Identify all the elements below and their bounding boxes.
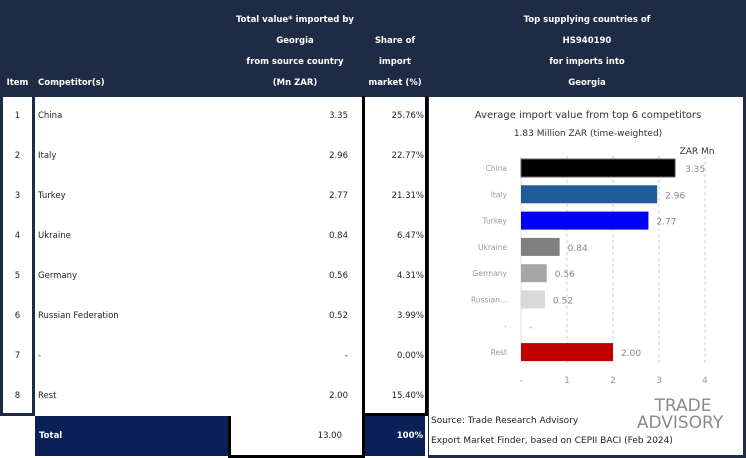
- chart-panel: Average import value from top 6 competit…: [428, 96, 746, 458]
- row-competitor: Russian Federation: [38, 311, 119, 321]
- row-item: 6: [14, 311, 21, 321]
- row-value: 3.35: [329, 111, 348, 121]
- row-competitor: Ukraine: [38, 231, 71, 241]
- row-competitor: Turkey: [38, 191, 66, 201]
- logo-line1: TRADE: [654, 396, 712, 416]
- share-column: [362, 96, 428, 416]
- row-item: 2: [14, 151, 21, 161]
- row-item: 4: [14, 231, 21, 241]
- chart-unit-label: ZAR Mn: [680, 147, 715, 157]
- row-value: 2.00: [329, 391, 348, 401]
- category-label: -: [504, 322, 507, 331]
- bar-chart: Average import value from top 6 competit…: [431, 110, 724, 446]
- x-tick-label: 3: [656, 376, 662, 386]
- x-tick-label: 1: [564, 376, 570, 386]
- value-label: -: [529, 323, 532, 333]
- chart-title: Average import value from top 6 competit…: [475, 110, 701, 121]
- logo-line2: ADVISORY: [637, 413, 724, 433]
- value-label: 2.96: [665, 191, 685, 201]
- bar: [521, 211, 649, 230]
- bar: [521, 290, 545, 309]
- bar: [521, 185, 658, 204]
- table-header: [0, 0, 746, 97]
- header-competitor: Competitor(s): [38, 78, 105, 88]
- row-item: 8: [14, 391, 21, 401]
- row-share: 25.76%: [391, 111, 424, 121]
- bar: [521, 343, 613, 362]
- chart-subtitle: 1.83 Million ZAR (time-weighted): [514, 129, 662, 139]
- row-share: 0.00%: [396, 351, 424, 361]
- category-label: Turkey: [482, 217, 508, 226]
- row-share: 6.47%: [396, 231, 424, 241]
- x-tick-label: 4: [702, 376, 708, 386]
- bar: [521, 264, 547, 283]
- value-label: 3.35: [685, 165, 705, 175]
- category-label: Russian...: [471, 296, 507, 305]
- source-text: Source: Trade Research Advisory: [431, 416, 579, 426]
- source-text: Export Market Finder, based on CEPII BAC…: [431, 436, 673, 446]
- total-share: 100%: [365, 416, 425, 456]
- header-item: Item: [6, 78, 29, 88]
- bar: [520, 158, 676, 178]
- row-share: 15.40%: [391, 391, 424, 401]
- value-label: 2.77: [656, 218, 676, 228]
- row-item: 5: [14, 271, 21, 281]
- row-share: 21.31%: [391, 191, 424, 201]
- row-competitor: Germany: [38, 271, 78, 281]
- row-competitor: Italy: [38, 151, 57, 161]
- x-tick-label: -: [519, 376, 522, 386]
- row-value: 2.77: [329, 191, 348, 201]
- row-value: 0.52: [329, 311, 348, 321]
- row-value: -: [344, 351, 348, 361]
- bar: [521, 237, 560, 256]
- row-competitor: China: [38, 111, 63, 121]
- row-competitor: -: [38, 351, 42, 361]
- row-value: 0.56: [329, 271, 348, 281]
- item-column: [0, 96, 35, 416]
- value-label: 2.00: [621, 349, 641, 359]
- value-label: 0.56: [555, 270, 575, 280]
- row-competitor: Rest: [38, 391, 57, 401]
- category-label: Ukraine: [478, 243, 507, 252]
- row-value: 0.84: [329, 231, 348, 241]
- total-value: 13.00: [228, 416, 365, 458]
- row-share: 4.31%: [396, 271, 424, 281]
- row-share: 22.77%: [391, 151, 424, 161]
- row-item: 1: [14, 111, 21, 121]
- category-label: Germany: [473, 269, 508, 278]
- header-chart: Top supplying countries of HS940190 for im…: [523, 15, 651, 88]
- row-value: 2.96: [329, 151, 348, 161]
- row-share: 3.99%: [396, 311, 424, 321]
- value-label: 0.52: [553, 297, 573, 307]
- value-label: 0.84: [568, 244, 588, 254]
- category-label: Italy: [491, 190, 508, 199]
- header-value: Total value* imported by Georgia from sour…: [236, 15, 354, 88]
- x-tick-label: 2: [610, 376, 616, 386]
- total-label: Total: [35, 416, 228, 456]
- row-item: 7: [14, 351, 21, 361]
- header-share: Share of import market (%): [368, 36, 422, 88]
- category-label: China: [486, 164, 507, 173]
- row-item: 3: [14, 191, 21, 201]
- category-label: Rest: [491, 348, 507, 357]
